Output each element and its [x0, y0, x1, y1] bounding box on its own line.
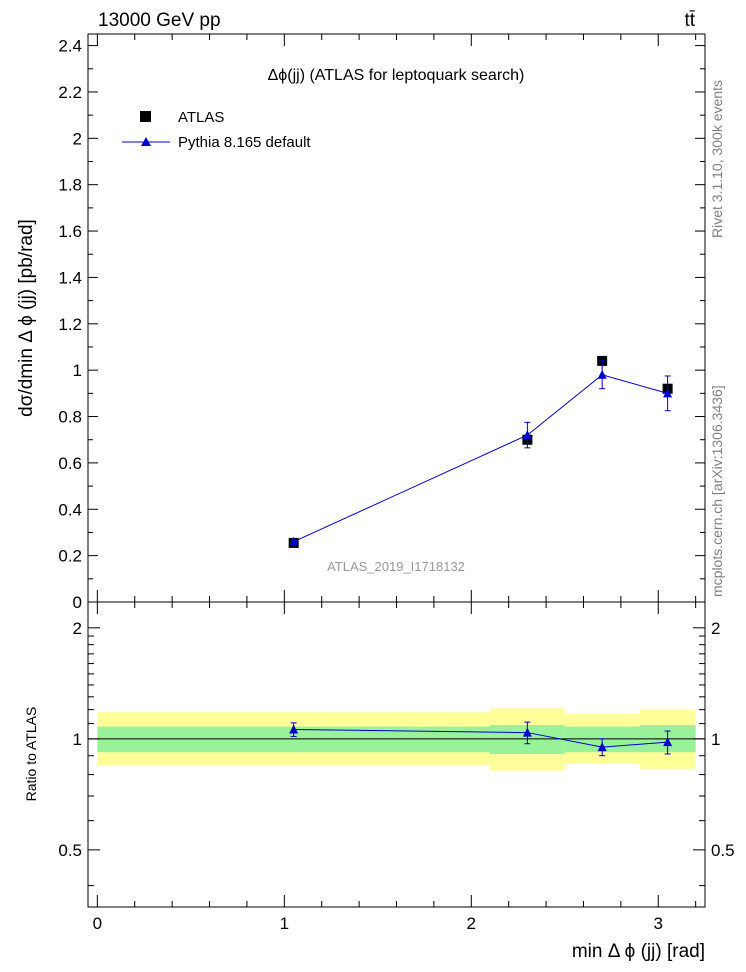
legend: ATLAS Pythia 8.165 default	[122, 109, 311, 151]
pythia-point	[597, 369, 607, 379]
main-y-tick-label: 0.6	[58, 454, 82, 473]
pythia-line	[293, 374, 668, 543]
legend-marker-pythia	[141, 137, 151, 146]
ratio-pythia-point	[663, 737, 673, 747]
pythia-point	[522, 430, 532, 440]
main-y-tick-label: 1.2	[58, 315, 82, 334]
energy-label: 13000 GeV pp	[98, 10, 221, 31]
main-y-tick-label: 2	[73, 129, 82, 148]
legend-marker-atlas	[140, 111, 151, 122]
ratio-pythia-point	[597, 742, 607, 752]
ratio-y-tick-label-right: 1	[711, 730, 720, 749]
main-y-tick-label: 2.2	[58, 83, 82, 102]
main-y-tick-label: 1.4	[58, 268, 82, 287]
x-tick-label: 1	[280, 914, 289, 933]
ratio-data-marks	[289, 721, 673, 757]
main-axis-ticks: 0 0.2 0.4 0.6 0.8 1 1.2 1.4 1.6 1.8 2 2.2 2.4	[58, 34, 705, 612]
ratio-pythia-point	[289, 724, 299, 734]
x-tick-label: 2	[467, 914, 476, 933]
process-label: tt̄	[684, 10, 695, 31]
pythia-point	[289, 536, 299, 546]
ratio-pythia-point	[522, 727, 532, 737]
main-title: Δϕ(jj) (ATLAS for leptoquark search)	[268, 67, 525, 84]
main-y-tick-label: 0.8	[58, 408, 82, 427]
main-panel: 0 0.2 0.4 0.6 0.8 1 1.2 1.4 1.6 1.8 2 2.2 2.4 Δϕ(jj)…	[16, 33, 706, 612]
ratio-y-tick-label: 0.5	[58, 841, 82, 860]
main-y-tick-label: 1.6	[58, 222, 82, 241]
ratio-panel: 0 1 2 3 0.5 0.5 1 1 2 2 Ratio to ATLAS min Δ ϕ (j…	[23, 601, 735, 962]
x-tick-label: 3	[654, 914, 663, 933]
x-tick-label: 0	[93, 914, 102, 933]
analysis-watermark: ATLAS_2019_I1718132	[327, 559, 465, 574]
main-y-tick-label: 0	[73, 593, 82, 612]
main-y-tick-label: 0.2	[58, 547, 82, 566]
ratio-pythia-line	[293, 729, 668, 748]
x-axis-label: min Δ ϕ (jj) [rad]	[572, 941, 705, 962]
mcplots-label: mcplots.cern.ch [arXiv:1306.3436]	[709, 385, 725, 597]
ratio-y-axis-label: Ratio to ATLAS	[23, 707, 39, 802]
ratio-y-tick-label: 1	[73, 730, 82, 749]
main-y-tick-label: 0.4	[58, 500, 82, 519]
main-data-marks	[288, 355, 673, 548]
legend-label-atlas: ATLAS	[178, 109, 224, 126]
main-y-tick-label: 1	[73, 361, 82, 380]
ratio-uncertainty-bands	[97, 708, 696, 771]
pythia-point	[663, 388, 673, 398]
ratio-axis-ticks: 0 1 2 3 0.5 0.5 1 1 2 2	[58, 602, 735, 933]
main-y-tick-label: 1.8	[58, 176, 82, 195]
ratio-y-tick-label: 2	[73, 619, 82, 638]
ratio-y-tick-label-right: 0.5	[711, 841, 735, 860]
rivet-label: Rivet 3.1.10, 300k events	[709, 80, 725, 238]
legend-label-pythia: Pythia 8.165 default	[178, 134, 311, 151]
main-y-axis-label: dσ/dmin Δ ϕ (jj) [pb/rad]	[16, 219, 37, 417]
main-y-tick-label: 2.4	[58, 37, 82, 56]
ratio-y-tick-label-right: 2	[711, 619, 720, 638]
